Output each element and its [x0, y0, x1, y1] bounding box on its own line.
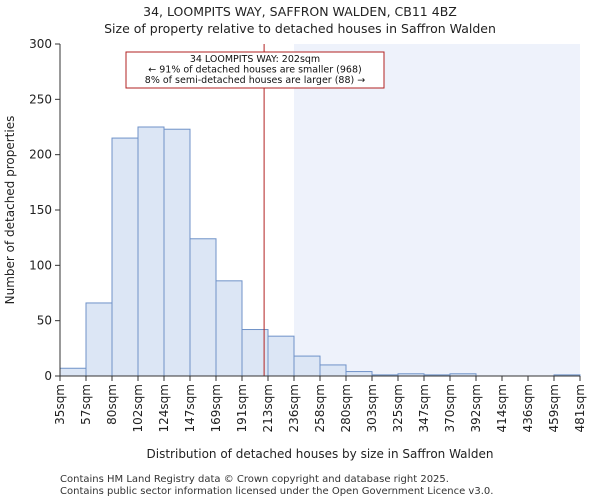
- x-tick-label-414sqm: 414sqm: [495, 384, 509, 432]
- y-axis-label: Number of detached properties: [3, 116, 17, 305]
- y-tick-label-200: 200: [29, 148, 52, 162]
- x-tick-label-35sqm: 35sqm: [53, 384, 67, 425]
- x-tick-label-280sqm: 280sqm: [339, 384, 353, 432]
- bar-280sqm: [345, 371, 373, 377]
- bar-169sqm: [215, 280, 243, 377]
- x-tick-label-370sqm: 370sqm: [443, 384, 457, 432]
- y-tick-label-150: 150: [29, 203, 52, 217]
- x-tick-label-436sqm: 436sqm: [521, 384, 535, 432]
- bar-80sqm: [111, 137, 139, 377]
- x-tick-label-392sqm: 392sqm: [469, 384, 483, 432]
- x-tick-label-80sqm: 80sqm: [105, 384, 119, 425]
- x-tick-label-258sqm: 258sqm: [313, 384, 327, 432]
- chart-subtitle: Size of property relative to detached ho…: [104, 21, 496, 36]
- annotation-box: 34 LOOMPITS WAY: 202sqm ← 91% of detache…: [125, 51, 385, 89]
- bar-124sqm: [163, 128, 191, 377]
- y-tick-label-0: 0: [44, 369, 52, 383]
- bar-147sqm: [189, 238, 217, 377]
- annotation-line-3: 8% of semi-detached houses are larger (8…: [145, 75, 365, 86]
- annotation-line-1: 34 LOOMPITS WAY: 202sqm: [190, 54, 320, 65]
- x-tick-label-459sqm: 459sqm: [547, 384, 561, 432]
- x-axis-label: Distribution of detached houses by size …: [147, 447, 494, 461]
- chart-title: 34, LOOMPITS WAY, SAFFRON WALDEN, CB11 4…: [143, 4, 457, 19]
- x-tick-label-325sqm: 325sqm: [391, 384, 405, 432]
- y-ticks-group: 0 50 100 150 200 250 300: [29, 37, 60, 383]
- x-tick-label-169sqm: 169sqm: [209, 384, 223, 432]
- y-tick-label-250: 250: [29, 92, 52, 106]
- x-tick-label-191sqm: 191sqm: [235, 384, 249, 432]
- bar-35sqm: [59, 367, 87, 377]
- y-tick-label-300: 300: [29, 37, 52, 51]
- x-tick-label-147sqm: 147sqm: [183, 384, 197, 432]
- y-tick-label-50: 50: [37, 314, 52, 328]
- bar-57sqm: [85, 302, 113, 377]
- x-tick-label-102sqm: 102sqm: [131, 384, 145, 432]
- bar-258sqm: [319, 364, 347, 377]
- bars-group: [59, 126, 581, 377]
- bar-213sqm: [267, 335, 295, 377]
- x-tick-label-481sqm: 481sqm: [573, 384, 587, 432]
- annotation-line-2: ← 91% of detached houses are smaller (96…: [148, 65, 361, 76]
- x-tick-label-124sqm: 124sqm: [157, 384, 171, 432]
- x-tick-label-303sqm: 303sqm: [365, 384, 379, 432]
- bar-236sqm: [293, 355, 321, 377]
- annotation-border: [125, 51, 385, 89]
- larger-region-background: [294, 44, 580, 376]
- x-tick-label-236sqm: 236sqm: [287, 384, 301, 432]
- y-tick-label-100: 100: [29, 258, 52, 272]
- x-tick-label-347sqm: 347sqm: [417, 384, 431, 432]
- footer-line-2: Contains public sector information licen…: [60, 486, 493, 497]
- x-tick-label-213sqm: 213sqm: [261, 384, 275, 432]
- bar-102sqm: [137, 126, 165, 377]
- footer-line-1: Contains HM Land Registry data © Crown c…: [60, 474, 449, 485]
- x-ticks-group: 35sqm 57sqm 80sqm 102sqm 124sqm 147sqm 169sqm 1…: [53, 376, 587, 432]
- x-tick-label-57sqm: 57sqm: [79, 384, 93, 425]
